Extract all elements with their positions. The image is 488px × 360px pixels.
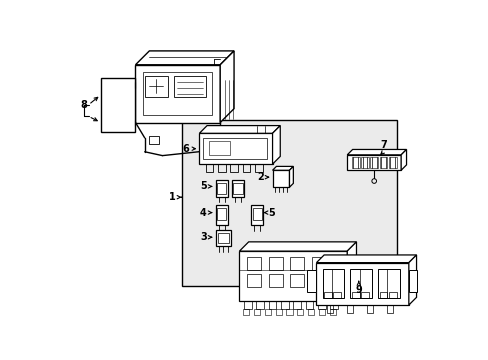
Bar <box>318 309 324 315</box>
Polygon shape <box>306 270 316 292</box>
Bar <box>218 233 228 243</box>
Bar <box>311 257 325 270</box>
Bar <box>182 120 396 286</box>
Bar <box>275 309 281 315</box>
Bar <box>199 133 272 164</box>
Bar <box>215 230 230 246</box>
Bar <box>293 301 301 309</box>
Bar <box>351 292 359 298</box>
Bar <box>246 257 261 270</box>
Polygon shape <box>199 126 280 133</box>
Polygon shape <box>346 242 356 301</box>
Bar <box>244 301 251 309</box>
Bar <box>268 274 282 287</box>
Bar <box>208 141 230 155</box>
Bar <box>272 170 289 187</box>
Bar <box>329 309 335 315</box>
Polygon shape <box>316 255 416 263</box>
Bar <box>264 309 270 315</box>
Bar <box>215 205 227 225</box>
Text: 9: 9 <box>355 285 362 294</box>
Polygon shape <box>408 255 416 305</box>
Text: 8: 8 <box>81 100 87 110</box>
Polygon shape <box>239 242 356 251</box>
Bar <box>243 309 249 315</box>
Bar <box>379 292 386 298</box>
Bar <box>218 164 225 172</box>
Bar <box>377 269 399 298</box>
Bar <box>322 269 344 298</box>
Bar <box>268 257 282 270</box>
Bar <box>351 157 359 168</box>
Text: 6: 6 <box>182 144 188 154</box>
Bar <box>286 309 292 315</box>
Bar <box>346 155 400 170</box>
Bar <box>317 301 325 309</box>
Bar <box>360 157 368 168</box>
Bar <box>281 301 288 309</box>
Bar <box>242 164 250 172</box>
Text: 5: 5 <box>200 181 206 192</box>
Bar <box>217 208 226 220</box>
Polygon shape <box>272 166 293 170</box>
Bar <box>379 157 386 168</box>
Bar <box>135 65 220 122</box>
Bar <box>254 309 260 315</box>
Bar <box>256 301 264 309</box>
Polygon shape <box>400 149 406 170</box>
Bar <box>307 309 313 315</box>
Polygon shape <box>289 166 293 187</box>
Polygon shape <box>272 126 280 164</box>
Bar <box>239 251 346 301</box>
Bar <box>217 183 226 194</box>
Bar <box>101 78 135 132</box>
Bar <box>246 274 261 287</box>
Bar <box>346 305 353 313</box>
Bar <box>388 157 396 168</box>
Bar <box>329 301 337 309</box>
Bar <box>174 76 206 97</box>
Bar <box>149 136 158 144</box>
Text: 2: 2 <box>256 172 263 182</box>
Text: 3: 3 <box>200 232 206 242</box>
Bar <box>326 305 333 313</box>
Bar <box>231 180 244 197</box>
Bar <box>205 164 213 172</box>
Bar <box>329 257 341 287</box>
Bar <box>252 208 261 220</box>
Polygon shape <box>135 51 234 65</box>
Text: 7: 7 <box>380 140 387 150</box>
Bar <box>215 180 227 197</box>
Bar <box>268 301 276 309</box>
Bar <box>143 72 212 115</box>
Bar <box>366 305 373 313</box>
Bar <box>349 269 371 298</box>
Polygon shape <box>220 51 234 122</box>
Bar <box>144 76 167 97</box>
Text: 5: 5 <box>268 208 275 217</box>
Bar <box>360 292 368 298</box>
Bar <box>386 305 393 313</box>
Bar <box>203 138 266 159</box>
Polygon shape <box>346 149 406 155</box>
Bar <box>290 257 304 270</box>
Bar <box>254 164 262 172</box>
Bar <box>230 164 238 172</box>
Polygon shape <box>408 270 416 292</box>
Bar <box>388 292 396 298</box>
Bar <box>333 292 341 298</box>
Bar <box>305 301 313 309</box>
Text: 1: 1 <box>169 192 176 202</box>
Bar <box>316 263 408 305</box>
Bar <box>297 309 303 315</box>
Text: 4: 4 <box>200 208 206 217</box>
Bar <box>290 274 304 287</box>
Bar <box>324 292 331 298</box>
Bar <box>233 183 242 194</box>
Bar <box>369 157 377 168</box>
Bar <box>250 205 263 225</box>
